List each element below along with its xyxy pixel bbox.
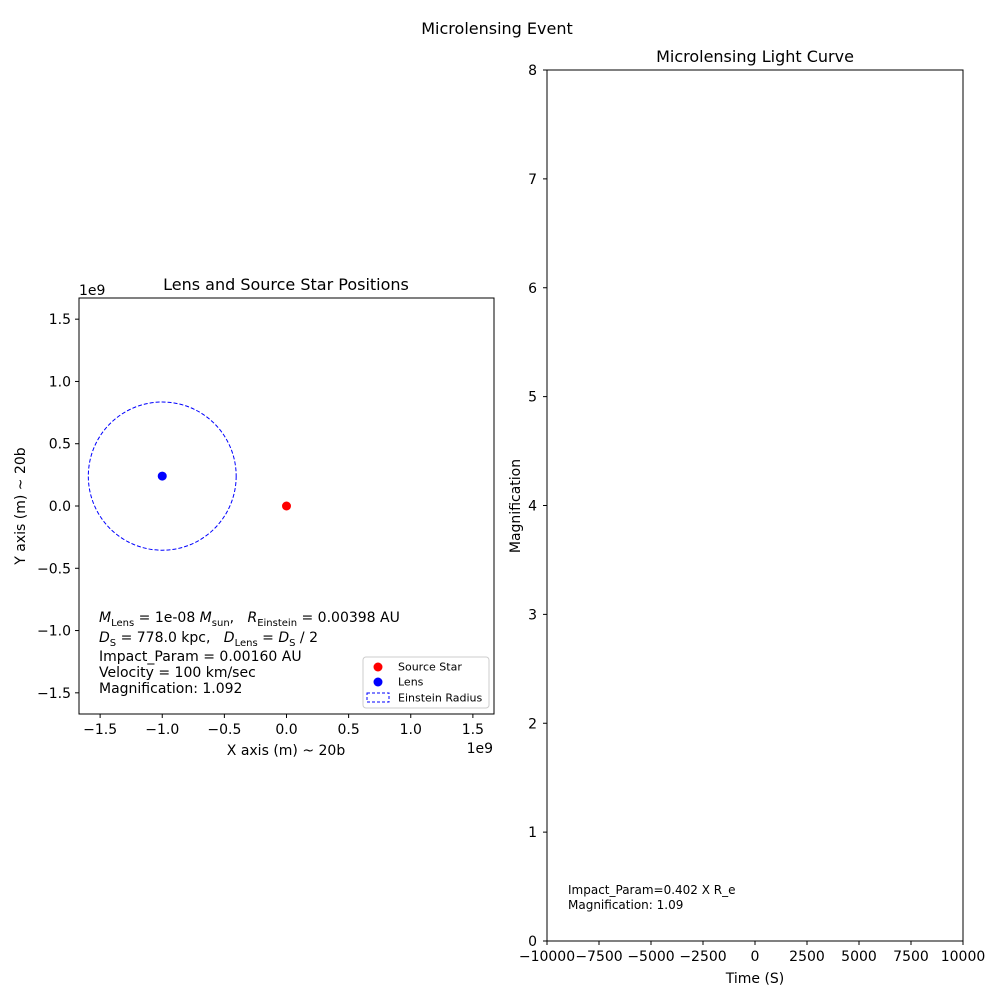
positions-x-tick-label: −1.5 [83, 722, 117, 738]
positions-x-tick-label: −0.5 [207, 722, 241, 738]
legend-source-star-label: Source Star [398, 661, 462, 674]
positions-x-offset: 1e9 [467, 741, 493, 757]
light-curve-x-label: Time (S) [725, 971, 785, 987]
info-line-3: Impact_Param = 0.00160 AU [99, 649, 302, 665]
positions-legend: Source Star Lens Einstein Radius [362, 656, 490, 709]
positions-y-tick-label: 1.0 [49, 374, 71, 390]
positions-y-tick-label: 0.0 [49, 499, 71, 515]
lens-point [157, 471, 167, 481]
positions-y-tick-label: 1.5 [49, 312, 71, 328]
legend-frame [362, 656, 490, 709]
positions-x-ticks: −1.5 −1.0 −0.5 0.0 0.5 1.0 1.5 [83, 714, 484, 738]
info-line-5: Magnification: 1.092 [99, 681, 242, 697]
light-curve-title: Microlensing Light Curve [656, 47, 854, 66]
positions-y-tick-label: −1.0 [37, 624, 71, 640]
light-curve-x-tick-label: 10000 [941, 949, 986, 965]
light-curve-panel: Microlensing Light Curve −10000 −7500 −500… [508, 47, 985, 987]
light-curve-x-tick-label: 2500 [789, 949, 825, 965]
light-curve-x-tick-label: 0 [751, 949, 760, 965]
light-curve-annotation-line-1: Impact_Param=0.402 X R_e [568, 883, 736, 897]
positions-x-label: X axis (m) ~ 20b [227, 743, 346, 759]
positions-y-label: Y axis (m) ~ 20b [13, 447, 29, 566]
positions-x-tick-label: 0.5 [337, 722, 359, 738]
legend-einstein-radius-label: Einstein Radius [398, 692, 482, 705]
positions-title: Lens and Source Star Positions [163, 275, 409, 294]
legend-lens-label: Lens [398, 676, 424, 689]
info-line-4: Velocity = 100 km/sec [99, 665, 256, 681]
info-line-1: MLens = 1e-08 Msun, REinstein = 0.00398 … [99, 610, 400, 629]
legend-source-star-marker [373, 662, 383, 672]
light-curve-y-tick-label: 1 [528, 825, 537, 841]
light-curve-x-tick-label: −10000 [519, 949, 575, 965]
light-curve-y-label: Magnification [508, 459, 524, 553]
positions-y-offset: 1e9 [79, 283, 105, 299]
legend-lens-marker [373, 677, 383, 687]
light-curve-y-tick-label: 2 [528, 716, 537, 732]
figure-suptitle: Microlensing Event [421, 19, 573, 38]
einstein-radius-circle [87, 401, 237, 551]
light-curve-y-tick-label: 4 [528, 499, 537, 515]
positions-x-tick-label: 0.0 [275, 722, 297, 738]
info-line-2: DS = 778.0 kpc, DLens = DS / 2 [99, 630, 318, 649]
light-curve-x-tick-label: −2500 [679, 949, 726, 965]
light-curve-x-tick-label: −5000 [627, 949, 674, 965]
light-curve-annotation-line-2: Magnification: 1.09 [568, 898, 683, 912]
light-curve-y-tick-label: 6 [528, 281, 537, 297]
light-curve-x-tick-label: 5000 [841, 949, 877, 965]
light-curve-x-ticks: −10000 −7500 −5000 −2500 0 2500 5000 7500 10000 [519, 941, 985, 965]
legend-einstein-radius-swatch [366, 692, 390, 703]
positions-y-tick-label: −1.5 [37, 686, 71, 702]
positions-info-block: MLens = 1e-08 Msun, REinstein = 0.00398 … [99, 610, 400, 697]
light-curve-x-tick-label: −7500 [575, 949, 622, 965]
positions-marks [87, 401, 291, 551]
light-curve-y-tick-label: 8 [528, 63, 537, 79]
positions-x-tick-label: −1.0 [145, 722, 179, 738]
positions-panel: Lens and Source Star Positions 1e9 −1.5−… [13, 275, 495, 759]
positions-y-tick-label: −0.5 [37, 561, 71, 577]
light-curve-plot-frame [546, 69, 964, 942]
light-curve-y-tick-label: 5 [528, 390, 537, 406]
light-curve-y-ticks: 0 1 2 3 4 5 6 7 8 [528, 63, 547, 950]
light-curve-y-tick-label: 7 [528, 172, 537, 188]
source-star-point [282, 501, 291, 511]
positions-x-tick-label: 1.0 [400, 722, 422, 738]
positions-y-ticks: −1.5 −1.0 −0.5 0.0 0.5 1.0 1.5 [37, 312, 79, 702]
light-curve-y-tick-label: 0 [528, 934, 537, 950]
positions-y-tick-label: 0.5 [49, 437, 71, 453]
positions-x-tick-label: 1.5 [462, 722, 484, 738]
light-curve-x-tick-label: 7500 [893, 949, 929, 965]
light-curve-y-tick-label: 3 [528, 607, 537, 623]
